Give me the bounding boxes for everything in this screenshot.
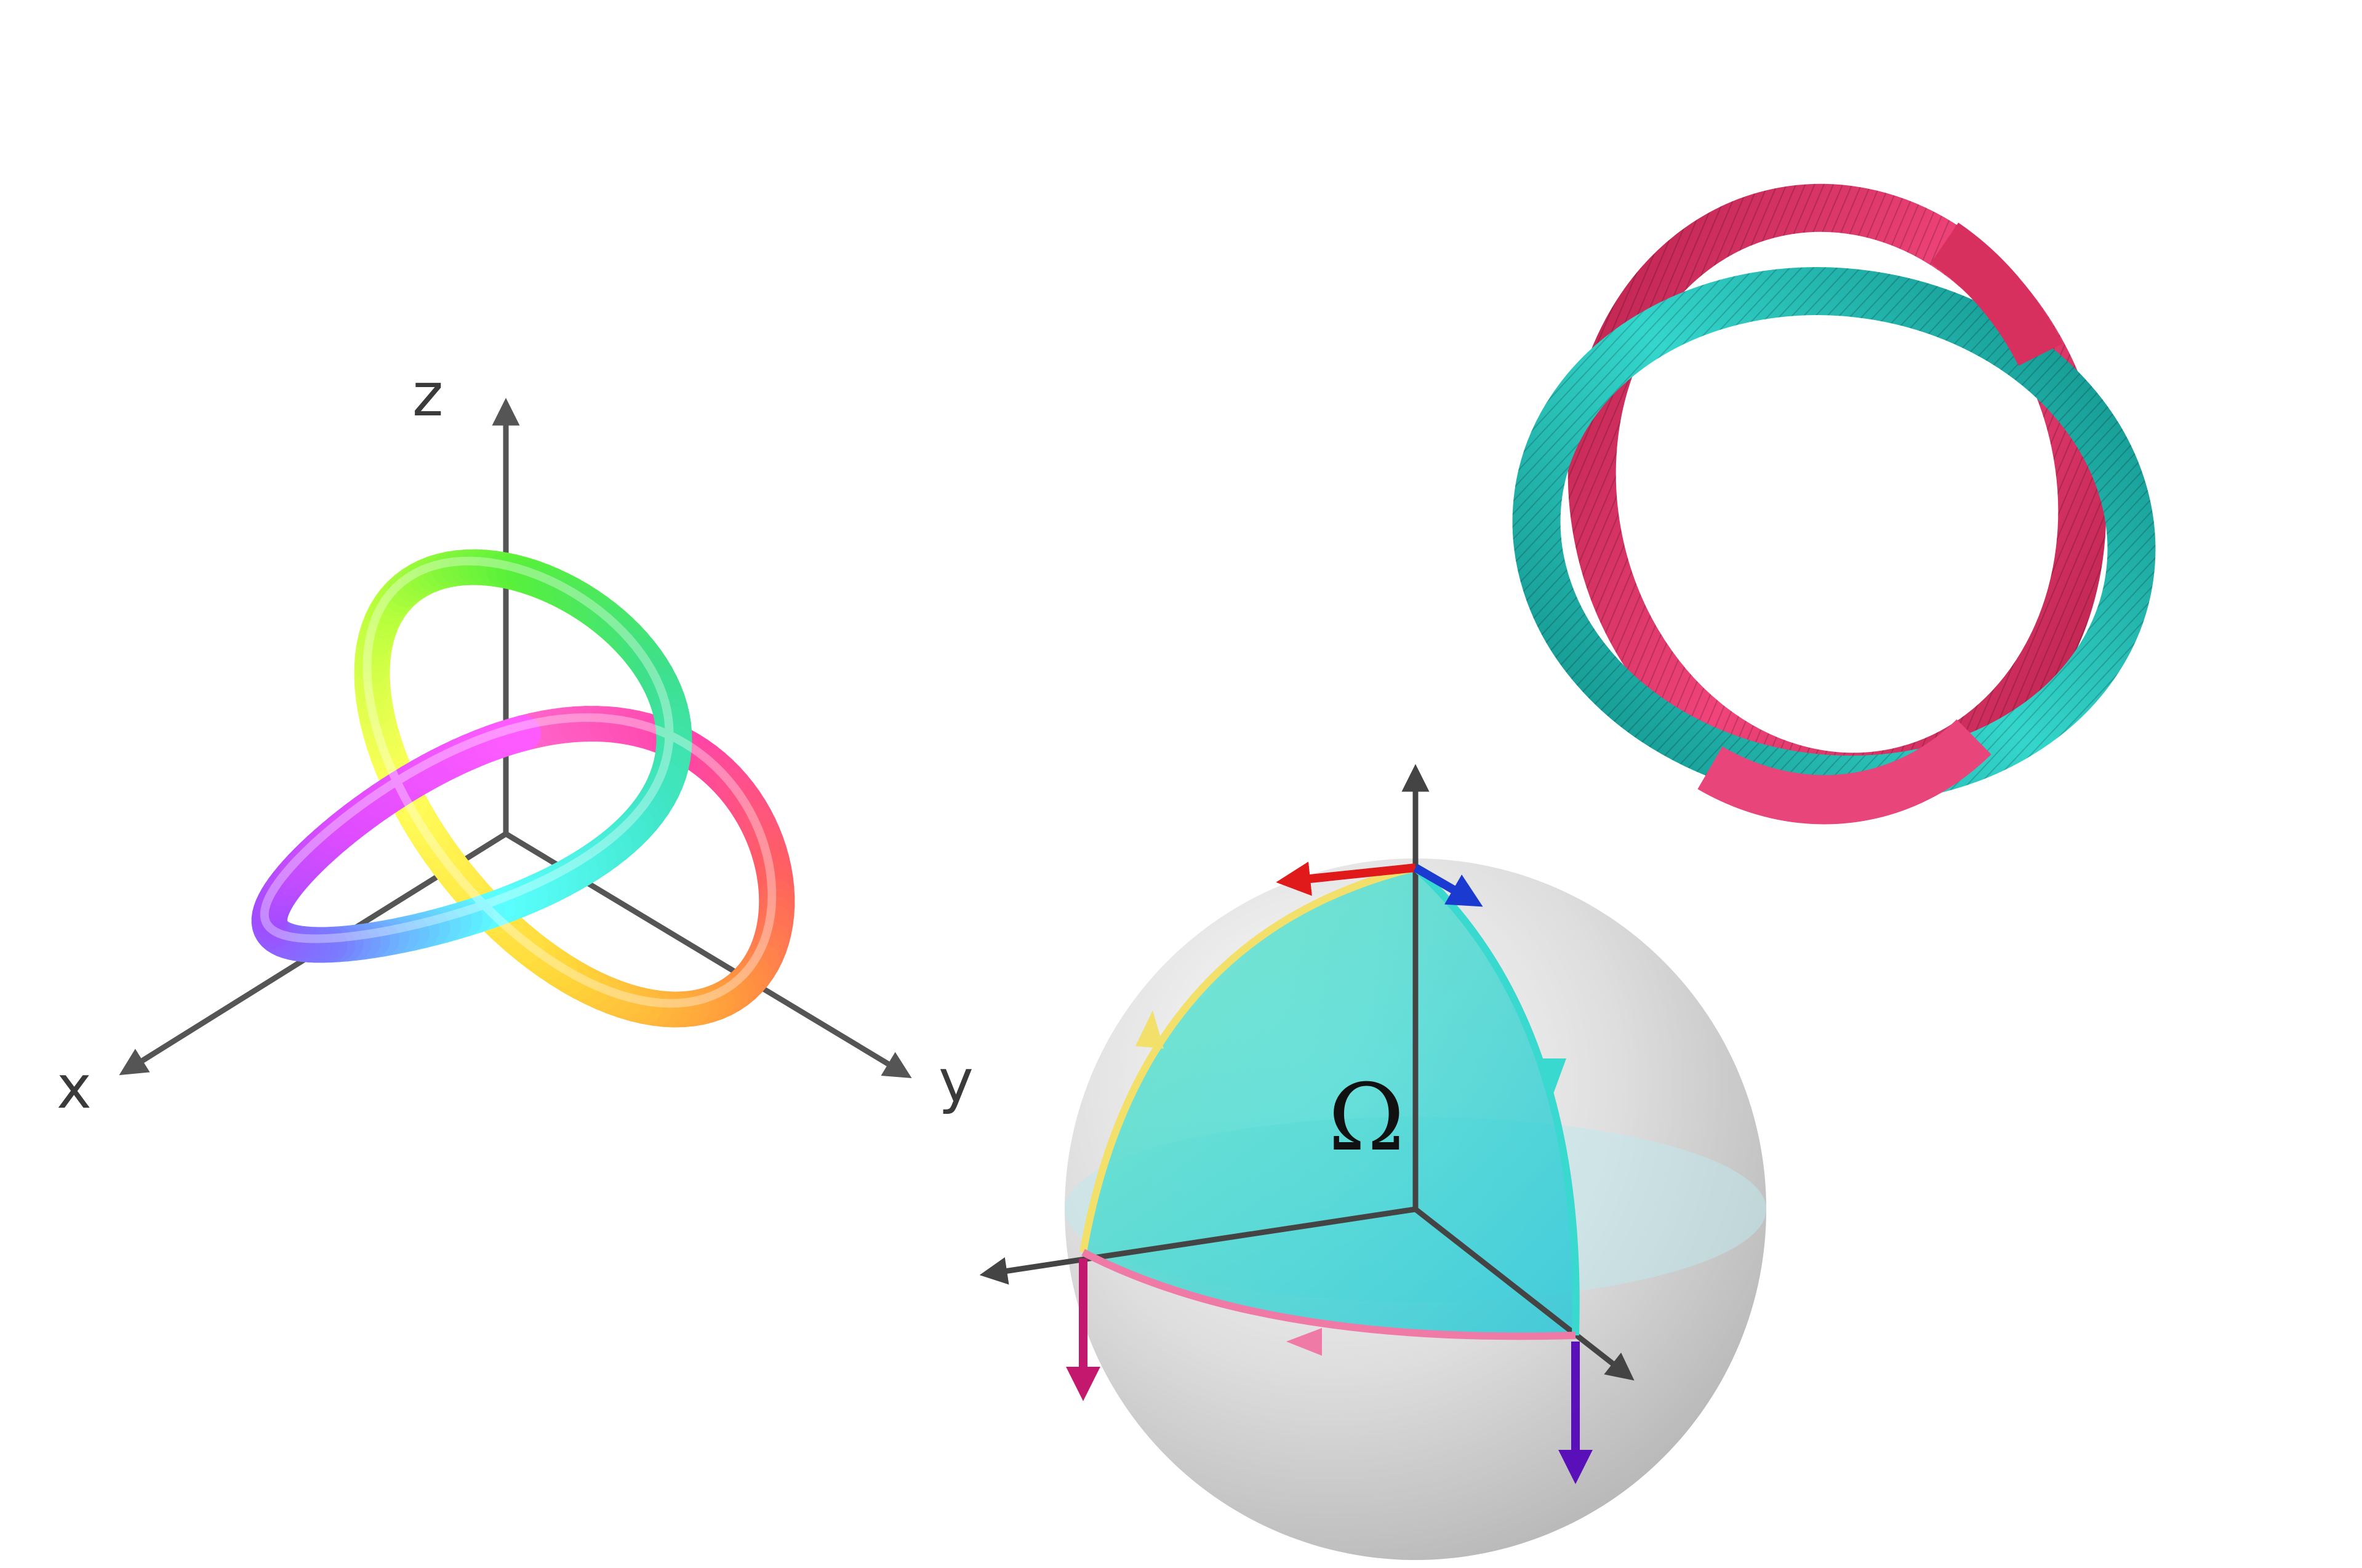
vector-red (1276, 862, 1416, 896)
ribbon-panel (1512, 183, 2156, 825)
arc-left-yellow (1079, 864, 1417, 1254)
knot-tube-segment (494, 715, 541, 754)
transported-vectors (1066, 862, 1593, 1484)
octant-axis-left (979, 1206, 1416, 1285)
x-axis-label: x (57, 1053, 92, 1122)
ribbon-pink-crossing-upper (1930, 222, 2063, 366)
sphere-panel: Ω (979, 764, 1766, 1560)
arc-bottom-pink (1081, 1249, 1576, 1340)
y-axis-label: y (939, 1047, 974, 1116)
octant-axis-right (1414, 1207, 1635, 1381)
trefoil-knot-tube (251, 549, 795, 1028)
solid-angle-label: Ω (1328, 1065, 1404, 1172)
octant-axes (979, 764, 1635, 1381)
z-axis-label: z (412, 361, 443, 430)
arc-right-cyan (1412, 865, 1580, 1336)
arc-direction-arrow-yellow (1135, 1010, 1164, 1049)
arc-direction-arrow-cyan (1542, 1058, 1566, 1095)
vector-blue (1413, 863, 1483, 907)
knot-panel: z x y (57, 361, 974, 1122)
ribbon-pink-crossing-lower (1697, 719, 1992, 825)
knot-tube-highlight (260, 556, 777, 1008)
arc-direction-arrow-pink (1286, 1328, 1322, 1356)
